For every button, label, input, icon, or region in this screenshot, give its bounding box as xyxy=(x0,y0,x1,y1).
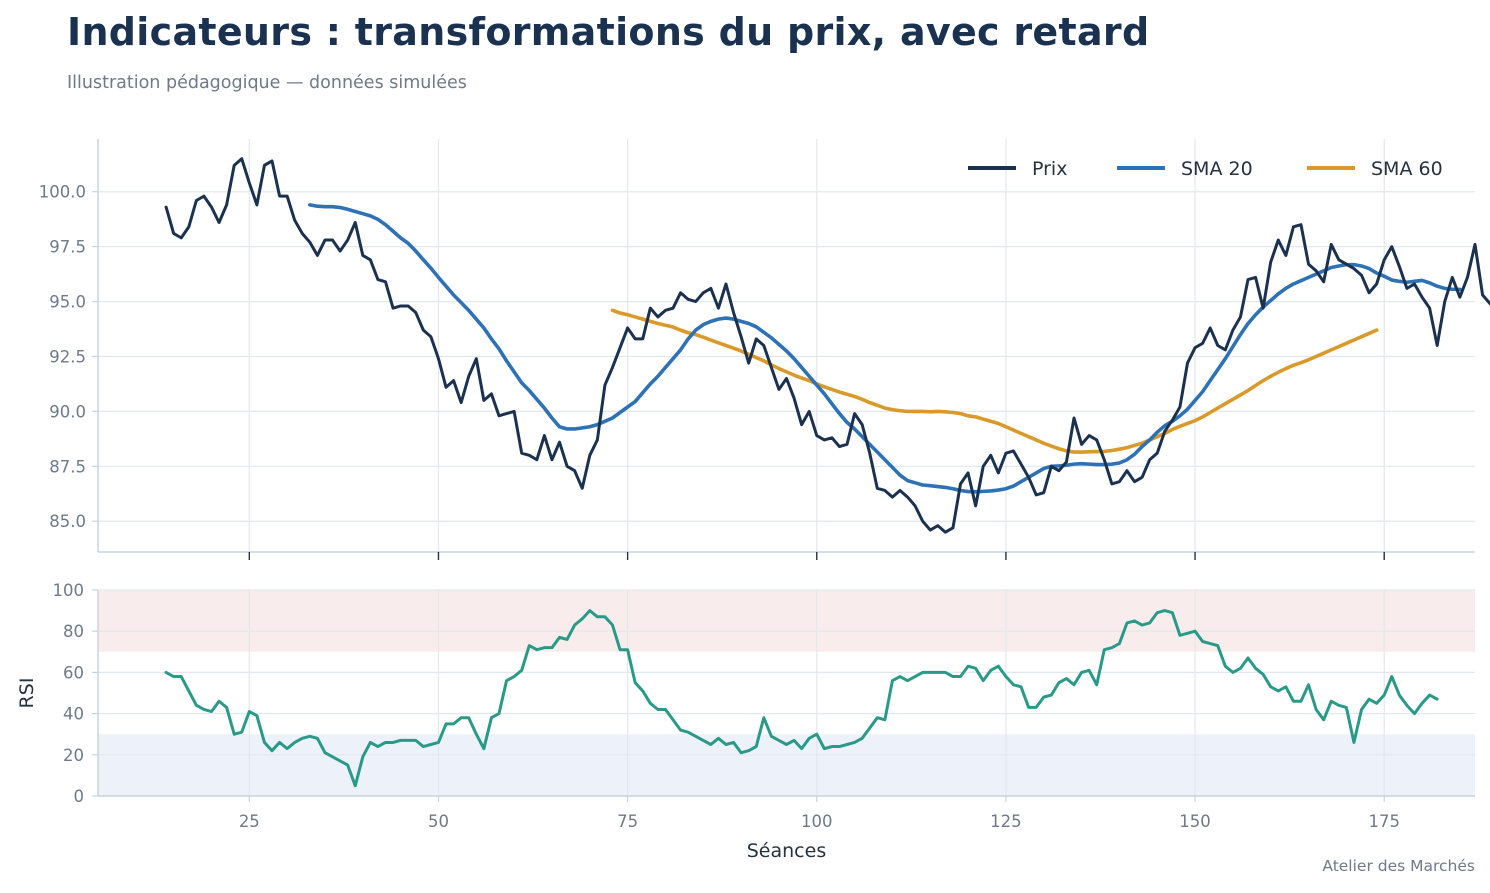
price-panel: 85.0 87.5 90.0 92.5 95.0 97.5 100.0 xyxy=(39,139,1490,560)
legend-label-sma20: SMA 20 xyxy=(1181,158,1253,180)
series-line-prix xyxy=(164,157,1490,534)
price-y-tick-label: 85.0 xyxy=(49,512,86,531)
rsi-x-tick-label: 175 xyxy=(1368,812,1400,831)
price-y-tick-label: 97.5 xyxy=(49,238,86,257)
rsi-y-axis-label: RSI xyxy=(16,678,38,709)
series-line-sma60 xyxy=(610,308,1379,454)
rsi-band-overbought xyxy=(98,590,1475,652)
price-y-tick-label: 100.0 xyxy=(39,183,86,202)
price-y-tick-label: 95.0 xyxy=(49,293,86,312)
rsi-y-tick-label: 80 xyxy=(63,622,84,641)
rsi-x-tick-label: 50 xyxy=(428,812,449,831)
rsi-y-tick-label: 100 xyxy=(53,581,85,600)
rsi-x-tick-label: 150 xyxy=(1179,812,1211,831)
rsi-y-tick-label: 0 xyxy=(74,787,85,806)
series-line-rsi xyxy=(164,609,1439,788)
rsi-x-tick-label: 25 xyxy=(239,812,260,831)
rsi-y-tick-label: 20 xyxy=(63,746,84,765)
rsi-x-tick-label: 75 xyxy=(617,812,638,831)
legend-label-sma60: SMA 60 xyxy=(1371,158,1443,180)
rsi-y-tick-label: 40 xyxy=(63,705,84,724)
legend: Prix SMA 20 SMA 60 xyxy=(968,158,1443,180)
chart-title: Indicateurs : transformations du prix, a… xyxy=(67,10,1150,54)
rsi-y-tick-label: 60 xyxy=(63,663,84,682)
chart-subtitle: Illustration pédagogique — données simul… xyxy=(67,73,467,93)
rsi-panel: 0 20 40 60 80 100 25 50 75 100 125 150 175 Séances RSI xyxy=(16,581,1475,862)
x-axis-label: Séances xyxy=(747,840,826,862)
series-line-sma20 xyxy=(308,203,1462,494)
legend-label-prix: Prix xyxy=(1032,158,1067,180)
price-y-tick-label: 87.5 xyxy=(49,457,86,476)
rsi-x-tick-label: 125 xyxy=(990,812,1022,831)
rsi-x-tick-label: 100 xyxy=(801,812,833,831)
price-y-tick-label: 92.5 xyxy=(49,347,86,366)
price-y-tick-label: 90.0 xyxy=(49,402,86,421)
credit-text: Atelier des Marchés xyxy=(1322,857,1475,875)
